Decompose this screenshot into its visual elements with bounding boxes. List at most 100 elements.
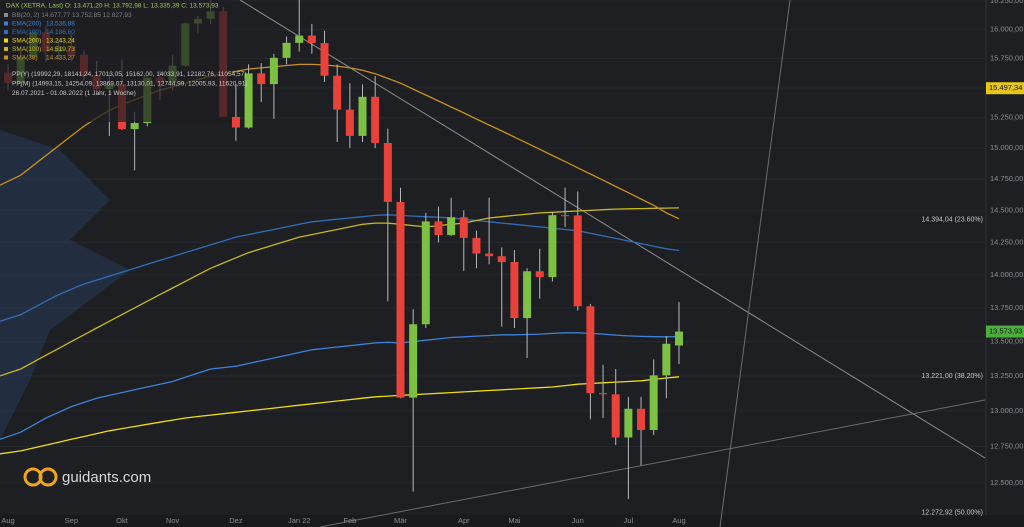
- x-tick-label: Jun: [572, 516, 584, 525]
- candle-body: [231, 116, 240, 128]
- legend: DAX (XETRA, Last) O: 13.471,20 H: 13.792…: [4, 3, 248, 97]
- candle-body: [510, 261, 519, 319]
- legend-swatch: [4, 13, 8, 17]
- candle-body: [447, 217, 456, 236]
- candle-body: [434, 221, 443, 236]
- x-tick-label: Mär: [394, 516, 407, 525]
- candle-body: [611, 394, 620, 438]
- candle-body: [649, 375, 658, 431]
- y-tick-label: 14.750,00: [990, 174, 1023, 183]
- x-tick-label: Okt: [116, 516, 129, 525]
- y-tick-label: 12.750,00: [990, 442, 1023, 451]
- x-tick-label: Nov: [166, 516, 180, 525]
- candle-body: [257, 73, 266, 85]
- legend-value: 14.519,73: [46, 46, 75, 53]
- legend-period: 26.07.2021 - 01.08.2022 (1 Jahr, 1 Woche…: [12, 90, 136, 97]
- x-tick-label: Sep: [65, 516, 78, 525]
- candle-body: [409, 324, 418, 398]
- legend-pp: PP(M) (14993,15, 14254,09, 13869,07, 131…: [12, 81, 248, 88]
- legend-value: 14.186,60: [46, 29, 75, 36]
- y-tick-label: 14.250,00: [990, 237, 1023, 246]
- x-tick-label: Mai: [508, 516, 520, 525]
- legend-swatch: [4, 21, 8, 26]
- candle-body: [497, 256, 506, 262]
- candle-body: [307, 35, 316, 44]
- legend-pp: PP(Y) (19992,29, 18141,24, 17013,05, 151…: [12, 71, 246, 78]
- x-tick-label: Apr: [458, 516, 470, 525]
- fib-level-label: 12.272,92 (50.00%): [922, 509, 984, 516]
- trend-line: [719, 0, 791, 527]
- fib-level-label: 13.221,00 (38.20%): [922, 373, 984, 380]
- legend-swatch: [4, 47, 8, 51]
- x-tick-label: Aug: [672, 516, 685, 525]
- legend-name: SMA(100): [12, 46, 41, 53]
- legend-name: SMA(200): [12, 38, 41, 45]
- x-tick-label: Aug: [1, 516, 14, 525]
- legend-name: SMA(38): [12, 55, 38, 62]
- candle-body: [320, 43, 329, 76]
- candle-body: [472, 237, 481, 254]
- logo-mark: [38, 467, 58, 487]
- price-tag: [986, 82, 1024, 95]
- candle-body: [485, 253, 494, 257]
- logo-text: guidants.com: [62, 469, 151, 486]
- overlay-line: [0, 376, 680, 455]
- candle-body: [586, 306, 595, 394]
- legend-value: 13.243,24: [46, 38, 75, 45]
- y-tick-label: 15.250,00: [990, 113, 1023, 122]
- price-tag-label: 13.573,93: [989, 327, 1022, 336]
- x-tick-label: Jul: [624, 516, 634, 525]
- legend-header: DAX (XETRA, Last) O: 13.471,20 H: 13.792…: [6, 3, 219, 10]
- candle-body: [624, 408, 633, 438]
- overlay-line: [0, 214, 680, 322]
- legend-swatch: [4, 38, 8, 43]
- legend-swatch: [4, 55, 8, 60]
- legend-bb: BB(20, 2) 14.677,77 13.752,85 12.827,93: [12, 12, 132, 19]
- candle-body: [269, 57, 278, 85]
- legend-value: 14.433,27: [46, 55, 75, 62]
- price-tag-label: 15.497,34: [989, 83, 1022, 92]
- y-tick-label: 13.250,00: [990, 371, 1023, 380]
- candle-body: [548, 215, 557, 278]
- candle-body: [244, 73, 253, 128]
- candle-body: [282, 42, 291, 58]
- y-tick-label: 14.500,00: [990, 205, 1023, 214]
- candle-body: [599, 393, 608, 395]
- candle-body: [637, 408, 646, 431]
- candle-body: [295, 35, 304, 43]
- candle-body: [396, 201, 405, 398]
- y-tick-label: 16.250,00: [990, 0, 1023, 5]
- candle-body: [421, 221, 430, 325]
- x-tick-label: Jan 22: [288, 516, 311, 525]
- candle-body: [345, 109, 354, 136]
- overlay-line: [0, 207, 680, 377]
- legend-value: 13.536,88: [46, 21, 75, 28]
- candle-body: [523, 271, 532, 319]
- candle-body: [561, 215, 570, 217]
- legend-panel: [0, 0, 232, 122]
- legend-name: EMA(100): [12, 29, 41, 36]
- x-axis-band: [0, 515, 1024, 527]
- y-tick-label: 13.750,00: [990, 303, 1023, 312]
- candle-body: [459, 217, 468, 238]
- candle-body: [333, 75, 342, 110]
- trend-line: [319, 399, 986, 527]
- candle-body: [535, 271, 544, 278]
- price-tag: [986, 325, 1024, 338]
- candle-body: [573, 215, 582, 307]
- candle-body: [662, 343, 671, 376]
- candle-body: [130, 123, 139, 130]
- y-tick-label: 15.750,00: [990, 54, 1023, 63]
- y-tick-label: 12.500,00: [990, 478, 1023, 487]
- candle-body: [383, 142, 392, 202]
- y-tick-label: 16.000,00: [990, 25, 1023, 34]
- legend-name: EMA(200): [12, 21, 41, 28]
- y-tick-label: 13.000,00: [990, 406, 1023, 415]
- fib-level-label: 14.394,04 (23.60%): [922, 217, 984, 224]
- candle-body: [675, 331, 684, 346]
- y-tick-label: 15.000,00: [990, 143, 1023, 152]
- x-tick-label: Feb: [343, 516, 356, 525]
- x-tick-label: Dez: [229, 516, 243, 525]
- grid: [0, 0, 985, 484]
